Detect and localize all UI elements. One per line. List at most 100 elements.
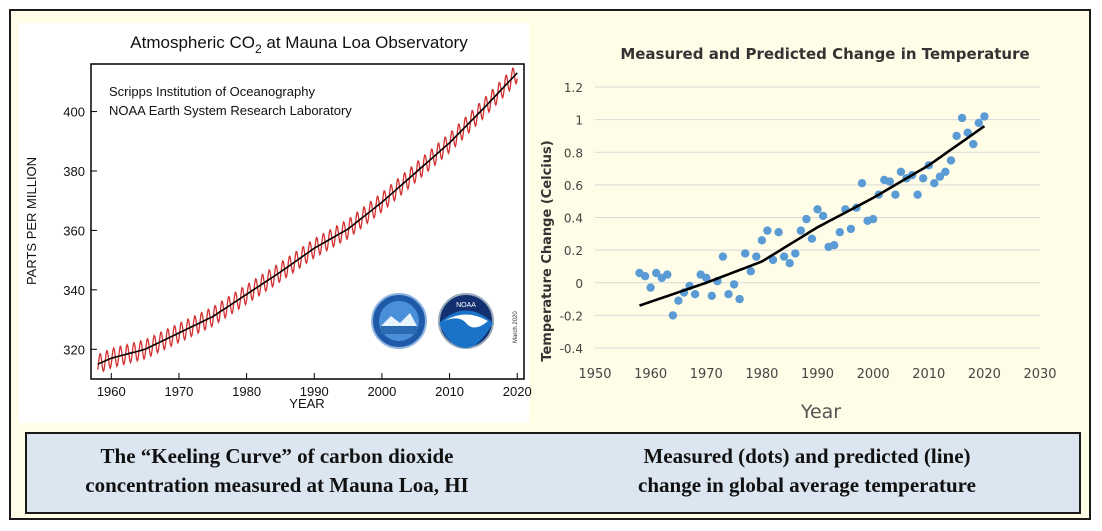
- co2-xaxis-ticks: 1960 1970 1980 1990 2000 2010 2020: [97, 373, 532, 399]
- scripps-logo: [371, 293, 427, 349]
- caption-left: The “Keeling Curve” of carbon dioxide co…: [27, 442, 527, 500]
- noaa-logo: NOAA: [438, 293, 494, 349]
- co2-ytick-label: 340: [63, 283, 85, 298]
- co2-xtick-label: 1980: [232, 384, 261, 399]
- temp-measured-dot: [974, 118, 983, 128]
- temp-measured-dot: [896, 167, 906, 176]
- temp-measured-dot: [946, 156, 956, 165]
- temp-measured-dot: [868, 214, 878, 224]
- temp-measured-dot: [857, 179, 867, 188]
- temp-ytick-label: 1.2: [564, 81, 583, 95]
- caption-right-line-1: Measured (dots) and predicted (line): [643, 444, 971, 468]
- co2-ytick-label: 400: [63, 105, 85, 120]
- temp-measured-dot: [729, 280, 739, 289]
- temperature-chart-panel: Measured and Predicted Change in Tempera…: [535, 31, 1063, 429]
- co2-trend-line: [97, 72, 518, 365]
- temp-measured-dot: [941, 167, 950, 176]
- co2-monthly-line: [97, 67, 518, 373]
- temp-measured-dot: [963, 128, 972, 137]
- temp-measured-dot: [763, 226, 772, 235]
- temp-measured-dot: [891, 190, 900, 199]
- co2-data-marks: [97, 67, 518, 373]
- co2-xtick-label: 1970: [164, 384, 193, 399]
- temp-measured-dot: [752, 252, 761, 261]
- co2-chart-panel: Atmospheric CO2 at Mauna Loa Observatory…: [19, 23, 532, 423]
- temp-xtick-label: 2030: [1023, 367, 1056, 382]
- temp-xtick-label: 1990: [801, 367, 834, 382]
- co2-xtick-label: 2020: [503, 384, 532, 399]
- temp-measured-dot: [785, 259, 794, 268]
- temp-measured-dot: [663, 270, 672, 279]
- temp-measured-dot: [791, 249, 800, 258]
- temp-measured-dot: [802, 214, 811, 224]
- co2-xtick-label: 2010: [435, 384, 464, 399]
- temp-xtick-label: 2020: [968, 367, 1001, 382]
- caption-right-line-2: change in global average temperature: [638, 473, 976, 497]
- noaa-logo-text: NOAA: [456, 302, 476, 309]
- temp-measured-dot: [735, 294, 744, 304]
- caption-left-line-1: The “Keeling Curve” of carbon dioxide: [100, 444, 454, 468]
- temp-measured-dot: [690, 290, 700, 299]
- temp-measured-dot: [930, 179, 939, 188]
- temp-measured-dot: [835, 228, 844, 237]
- temp-measured-dot: [774, 228, 783, 237]
- temp-measured-dot: [724, 290, 733, 299]
- temperature-chart: Measured and Predicted Change in Tempera…: [540, 45, 1057, 423]
- co2-ytick-label: 320: [63, 342, 85, 357]
- co2-xtick-label: 1990: [300, 384, 329, 399]
- temp-chart-title: Measured and Predicted Change in Tempera…: [620, 45, 1029, 63]
- temp-measured-dot: [779, 252, 789, 261]
- temp-xtick-label: 2010: [912, 367, 945, 382]
- temp-measured-dot: [969, 139, 978, 149]
- temp-yaxis-ticks: -0.4 -0.2 0 0.2 0.4 0.6 0.8 1 1.2: [560, 81, 583, 356]
- co2-xtick-label: 2000: [367, 384, 396, 399]
- caption-right: Measured (dots) and predicted (line) cha…: [557, 442, 1057, 500]
- temp-ytick-label: 0.8: [564, 146, 583, 160]
- temp-measured-dot: [913, 190, 922, 199]
- temp-ytick-label: 0.4: [564, 212, 583, 226]
- co2-annotation-date: March 2020: [513, 311, 519, 343]
- temp-data-marks: [635, 112, 989, 320]
- temp-xtick-label: 1960: [634, 367, 667, 382]
- temp-measured-dot: [813, 205, 822, 214]
- temp-gridlines: [595, 86, 1040, 349]
- co2-plot-frame: [90, 63, 525, 380]
- temp-measured-dot: [668, 311, 678, 320]
- temp-ytick-label: 0.2: [564, 244, 583, 258]
- temp-xtick-label: 1980: [745, 367, 778, 382]
- co2-title-rest: at Mauna Loa Observatory: [262, 33, 469, 52]
- temp-ytick-label: 1: [575, 114, 583, 128]
- temp-measured-dot: [746, 267, 755, 276]
- temp-ytick-label: -0.4: [560, 342, 583, 356]
- temp-measured-dot: [768, 255, 778, 265]
- co2-ytick-label: 360: [63, 223, 85, 238]
- temp-xtick-label: 1950: [578, 367, 611, 382]
- temp-measured-dot: [935, 172, 945, 181]
- temp-measured-dot: [674, 296, 683, 305]
- co2-annotation-noaa: NOAA Earth System Research Laboratory: [109, 103, 352, 118]
- temp-measured-dot: [818, 211, 828, 221]
- temp-measured-dot: [702, 273, 711, 283]
- temp-measured-dot: [707, 291, 716, 300]
- temp-measured-dot: [640, 272, 650, 281]
- temp-measured-dot: [830, 241, 839, 250]
- co2-chart-title: Atmospheric CO2 at Mauna Loa Observatory: [130, 33, 468, 56]
- temp-xaxis-ticks: 1950 1960 1970 1980 1990 2000 2010 2020 2030: [578, 367, 1056, 382]
- temp-measured-dot: [919, 174, 928, 183]
- temp-ytick-label: 0: [575, 277, 583, 291]
- temp-xtick-label: 1970: [690, 367, 723, 382]
- co2-title-main: Atmospheric CO: [130, 33, 255, 52]
- temp-measured-dot: [957, 113, 967, 123]
- temp-ytick-label: -0.2: [560, 309, 583, 323]
- co2-yaxis-label: PARTS PER MILLION: [24, 157, 39, 285]
- temp-measured-dot: [652, 268, 661, 278]
- caption-box: The “Keeling Curve” of carbon dioxide co…: [25, 432, 1081, 514]
- co2-yaxis-ticks: 320 340 360 380 400: [63, 105, 97, 357]
- co2-xtick-label: 1960: [97, 384, 126, 399]
- temp-predicted-line: [639, 125, 986, 307]
- temp-measured-dot: [718, 252, 728, 261]
- temp-yaxis-label: Temperature Change (Celcius): [540, 140, 555, 361]
- temp-measured-dot: [846, 224, 856, 234]
- temp-measured-dot: [952, 131, 961, 141]
- temp-measured-dot: [885, 177, 894, 186]
